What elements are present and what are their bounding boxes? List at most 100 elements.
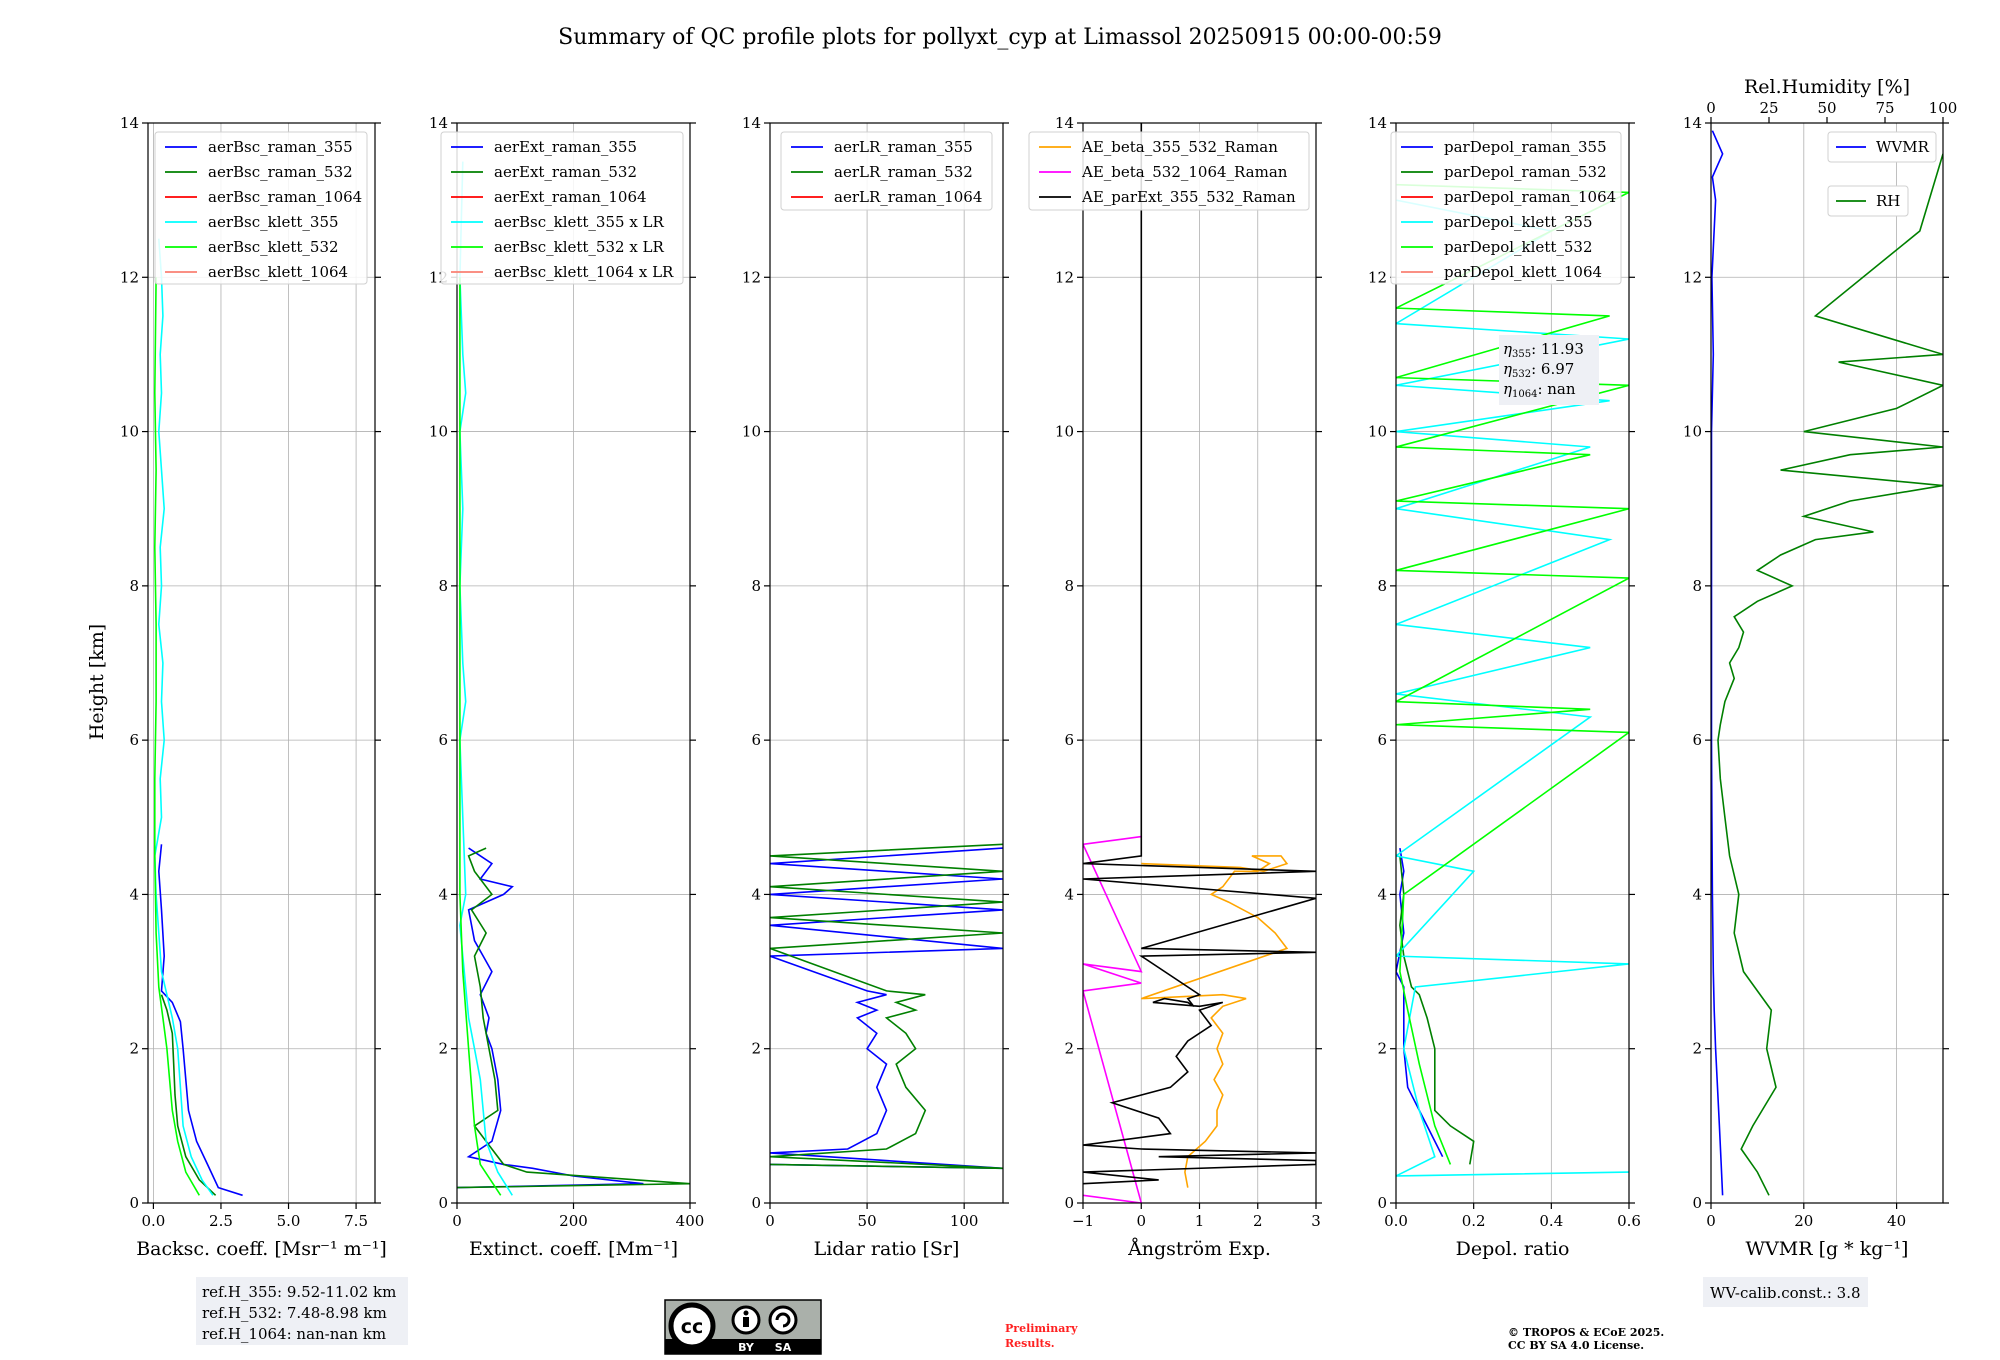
series-pardepol-klett-355 bbox=[1396, 199, 1629, 1177]
y-tick-label: 4 bbox=[1377, 885, 1387, 903]
y-tick-label: 8 bbox=[751, 577, 761, 595]
y-tick-label: 10 bbox=[742, 423, 761, 441]
eta-box-bg bbox=[1499, 335, 1599, 405]
x-tick-label: 5.0 bbox=[277, 1212, 301, 1230]
x-axis-label: WVMR [g * kg⁻¹] bbox=[1746, 1238, 1909, 1260]
y-tick-label: 0 bbox=[751, 1194, 761, 1212]
series-aerbsc-klett-532-x-lr bbox=[459, 277, 502, 1196]
legend-label: aerBsc_raman_532 bbox=[208, 163, 353, 181]
x-tick-label: 7.5 bbox=[344, 1212, 368, 1230]
copyright-line-2: CC BY SA 4.0 License. bbox=[1508, 1339, 1644, 1352]
reference-height-box-bg bbox=[196, 1277, 408, 1345]
legend-label: aerBsc_klett_355 x LR bbox=[494, 213, 665, 231]
ref-h-532: ref.H_532: 7.48-8.98 km bbox=[202, 1304, 387, 1322]
series-group bbox=[770, 843, 1003, 1170]
x-tick-label: 20 bbox=[1794, 1212, 1813, 1230]
legend-label: RH bbox=[1876, 192, 1900, 210]
x-tick-label: 0 bbox=[765, 1212, 775, 1230]
wv-calib-box bbox=[1703, 1277, 1868, 1307]
top-tick-label: 25 bbox=[1759, 99, 1778, 117]
series-aerlr-raman-532 bbox=[770, 843, 1003, 1170]
series-aerbsc-raman-355 bbox=[157, 844, 243, 1197]
legend-box-wvmr bbox=[1827, 131, 1937, 163]
series-ae-parext-355-532-raman bbox=[1083, 123, 1316, 1185]
top-tick-label: 100 bbox=[1929, 99, 1958, 117]
top-tick-label: 0 bbox=[1706, 99, 1716, 117]
x-axis-label: Lidar ratio [Sr] bbox=[814, 1238, 960, 1260]
series-aerext-raman-532 bbox=[457, 847, 690, 1189]
legend-label: aerLR_raman_532 bbox=[834, 163, 973, 181]
y-tick-label: 10 bbox=[429, 423, 448, 441]
axes-frame bbox=[769, 122, 1004, 1204]
x-tick-label: 50 bbox=[858, 1212, 877, 1230]
series-group bbox=[153, 238, 243, 1197]
legend-label: WVMR bbox=[1876, 138, 1930, 156]
y-tick-label: 12 bbox=[1368, 268, 1387, 286]
legend: aerLR_raman_355 aerLR_raman_532 aerLR_rama… bbox=[780, 131, 993, 211]
y-tick-label: 12 bbox=[742, 268, 761, 286]
series-ae-beta-355-532-raman bbox=[1141, 855, 1289, 1188]
panel-3: 0 50 100 0 2 4 6 8 10 12 14 Lidar ratio [Sr] aerLR_r… bbox=[742, 114, 1009, 1260]
y-tick-label: 4 bbox=[438, 885, 448, 903]
axes-frame bbox=[1710, 122, 1944, 1204]
ref-h-1064: ref.H_1064: nan-nan km bbox=[202, 1325, 386, 1343]
x-tick-label: −1 bbox=[1072, 1212, 1094, 1230]
legend-label: aerExt_raman_355 bbox=[494, 138, 637, 156]
y-tick-label: 6 bbox=[1064, 731, 1074, 749]
x-tick-label: 2.5 bbox=[209, 1212, 233, 1230]
legend-label: aerLR_raman_1064 bbox=[834, 188, 982, 206]
y-tick-label: 14 bbox=[1368, 114, 1387, 132]
copyright-line-1: © TROPOS & ECoE 2025. bbox=[1508, 1326, 1664, 1339]
series-wvmr bbox=[1711, 130, 1724, 1196]
legend-box-rh bbox=[1827, 185, 1909, 217]
y-tick-label: 14 bbox=[429, 114, 448, 132]
series-ae-beta-532-1064-raman bbox=[1083, 835, 1143, 1203]
sa-label: SA bbox=[775, 1341, 792, 1354]
series-aerext-raman-355 bbox=[457, 847, 644, 1189]
y-tick-label: 10 bbox=[1368, 423, 1387, 441]
series-pardepol-raman-532 bbox=[1399, 855, 1475, 1165]
x-tick-label: 0.4 bbox=[1539, 1212, 1563, 1230]
series-group bbox=[1711, 130, 1943, 1196]
y-tick-label: 4 bbox=[751, 885, 761, 903]
y-tick-label: 2 bbox=[438, 1040, 448, 1058]
legend-box bbox=[440, 131, 684, 285]
legend-label: aerExt_raman_532 bbox=[494, 163, 637, 181]
x-tick-label: 1 bbox=[1195, 1212, 1205, 1230]
top-axis-label: Rel.Humidity [%] bbox=[1744, 76, 1910, 98]
legend-label: aerBsc_klett_532 x LR bbox=[494, 238, 665, 256]
reference-height-box: ref.H_355: 9.52-11.02 km ref.H_532: 7.48… bbox=[196, 1277, 408, 1345]
wv-calib-text: WV-calib.const.: 3.8 bbox=[1710, 1284, 1861, 1302]
cc-letters: cc bbox=[681, 1316, 704, 1338]
y-tick-label: 10 bbox=[1683, 423, 1702, 441]
legend: aerBsc_raman_355 aerBsc_raman_532 aerBsc_r… bbox=[154, 131, 368, 285]
legend-label: parDepol_klett_532 bbox=[1444, 238, 1593, 256]
y-tick-label: 12 bbox=[1055, 268, 1074, 286]
ref-h-355: ref.H_355: 9.52-11.02 km bbox=[202, 1283, 396, 1301]
y-tick-label: 2 bbox=[1064, 1040, 1074, 1058]
legend-label: aerBsc_klett_532 bbox=[208, 238, 339, 256]
series-aerbsc-klett-355-x-lr bbox=[459, 161, 513, 1196]
legend-box bbox=[1390, 131, 1622, 285]
legend-label: aerBsc_klett_1064 x LR bbox=[494, 263, 674, 281]
axes-frame bbox=[147, 122, 376, 1204]
y-tick-label: 12 bbox=[120, 268, 139, 286]
top-tick-label: 50 bbox=[1817, 99, 1836, 117]
x-tick-label: 400 bbox=[676, 1212, 705, 1230]
y-tick-label: 12 bbox=[1683, 268, 1702, 286]
by-person-body bbox=[743, 1317, 749, 1327]
y-tick-label: 6 bbox=[1692, 731, 1702, 749]
x-tick-label: 0.2 bbox=[1462, 1212, 1486, 1230]
by-person-head bbox=[743, 1310, 749, 1316]
x-axis-label: Ångström Exp. bbox=[1127, 1238, 1271, 1260]
x-tick-label: 100 bbox=[950, 1212, 979, 1230]
x-tick-label: 3 bbox=[1311, 1212, 1321, 1230]
y-tick-label: 0 bbox=[1692, 1194, 1702, 1212]
legend-label: aerBsc_klett_355 bbox=[208, 213, 339, 231]
legend: parDepol_raman_355 parDepol_raman_532 parD… bbox=[1390, 131, 1622, 285]
x-tick-label: 0 bbox=[1136, 1212, 1146, 1230]
legend-label: aerExt_raman_1064 bbox=[494, 188, 647, 206]
